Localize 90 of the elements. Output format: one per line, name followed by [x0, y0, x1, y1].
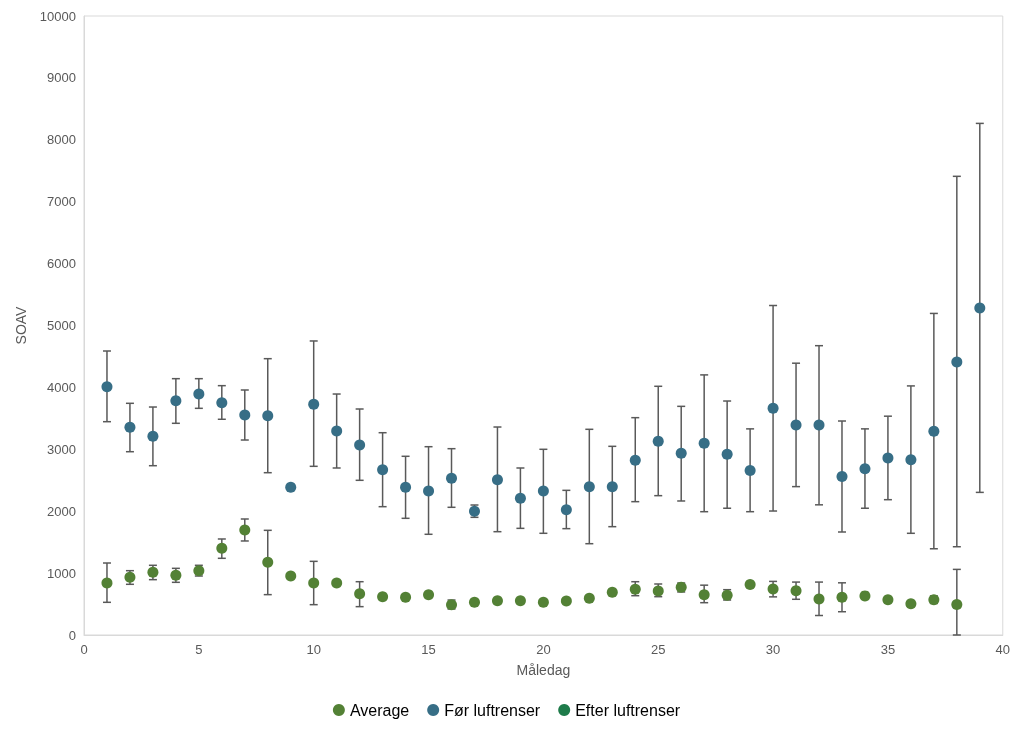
point	[285, 570, 297, 582]
point	[262, 410, 274, 422]
x-tick-label: 40	[995, 642, 1010, 657]
point	[675, 447, 687, 459]
point	[193, 388, 205, 400]
point	[928, 425, 940, 437]
y-axis-title: SOAV	[13, 305, 29, 345]
point	[262, 556, 274, 568]
y-tick-label: 9000	[47, 70, 76, 86]
x-tick-label: 30	[765, 642, 781, 657]
point	[790, 585, 802, 597]
point	[354, 588, 366, 600]
point	[170, 395, 182, 407]
point	[400, 591, 412, 603]
point	[377, 464, 389, 476]
point	[836, 471, 848, 483]
point	[905, 454, 917, 466]
point	[744, 464, 756, 476]
point	[216, 397, 228, 409]
x-tick-label: 20	[536, 642, 551, 657]
point	[951, 598, 963, 610]
x-tick-label: 10	[306, 642, 321, 657]
y-tick-label: 7000	[47, 194, 76, 210]
point	[606, 481, 618, 493]
legend-label: Før luftrenser	[444, 701, 541, 719]
point	[491, 595, 503, 607]
point	[101, 381, 113, 393]
point	[101, 577, 113, 589]
point	[583, 481, 595, 493]
point	[308, 398, 320, 410]
point	[859, 463, 871, 475]
point	[514, 595, 526, 607]
point	[882, 594, 894, 606]
x-tick-label: 15	[421, 642, 436, 657]
point	[606, 586, 618, 598]
point	[239, 409, 251, 421]
point	[216, 542, 228, 554]
point	[698, 589, 710, 601]
y-tick-label: 3000	[47, 441, 76, 457]
legend-label: Efter luftrenser	[575, 701, 681, 719]
point	[813, 419, 825, 431]
x-tick-label: 0	[80, 642, 88, 657]
point	[537, 485, 549, 497]
point	[400, 481, 412, 493]
point	[721, 448, 733, 460]
point	[537, 596, 549, 608]
x-tick-label: 5	[195, 642, 203, 657]
point	[560, 504, 572, 516]
point	[308, 577, 320, 589]
point	[629, 454, 641, 466]
y-tick-label: 0	[68, 627, 76, 643]
point	[652, 435, 664, 447]
point	[423, 485, 435, 497]
point	[331, 425, 343, 437]
point	[514, 492, 526, 504]
x-tick-label: 25	[651, 642, 666, 657]
point	[491, 474, 503, 486]
point	[859, 590, 871, 602]
point	[124, 421, 136, 433]
point	[331, 577, 343, 589]
y-tick-label: 1000	[47, 565, 76, 581]
point	[790, 419, 802, 431]
point	[239, 524, 251, 536]
point	[468, 596, 480, 608]
point	[836, 591, 848, 603]
point	[974, 302, 986, 314]
point	[560, 595, 572, 607]
point	[446, 472, 458, 484]
point	[423, 589, 435, 601]
point	[905, 598, 917, 610]
y-tick-label: 5000	[47, 318, 76, 333]
point	[767, 402, 779, 414]
point	[813, 593, 825, 605]
y-tick-label: 8000	[47, 132, 76, 148]
point	[354, 439, 366, 451]
point	[147, 430, 159, 442]
y-tick-label: 2000	[47, 503, 76, 519]
point	[377, 591, 389, 603]
point	[285, 481, 297, 493]
point	[951, 356, 963, 368]
point	[698, 437, 710, 449]
y-tick-label: 10000	[39, 8, 76, 24]
point	[882, 452, 894, 464]
x-axis-title: Måledag	[516, 662, 571, 678]
point	[744, 578, 756, 590]
legend-label: Average	[349, 701, 410, 719]
y-tick-label: 4000	[47, 379, 76, 395]
x-tick-label: 35	[880, 642, 896, 657]
point	[583, 592, 595, 604]
y-tick-label: 6000	[47, 256, 76, 272]
